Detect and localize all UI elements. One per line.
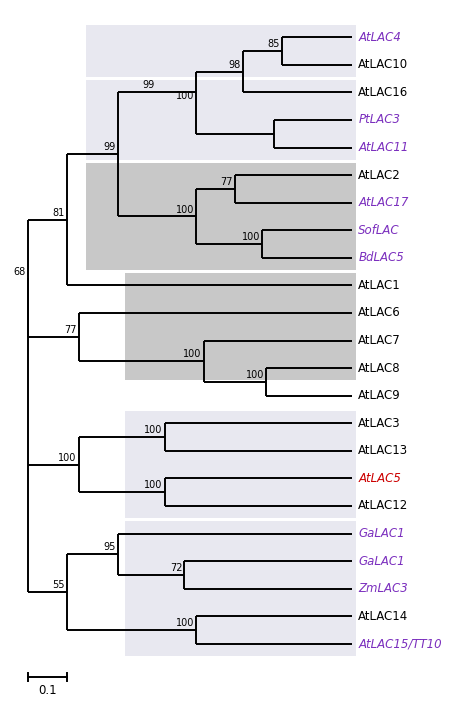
- Text: AtLAC11: AtLAC11: [358, 141, 409, 154]
- Text: 55: 55: [52, 580, 65, 590]
- Text: GaLAC1: GaLAC1: [358, 555, 405, 567]
- Text: AtLAC9: AtLAC9: [358, 389, 401, 402]
- Text: 99: 99: [143, 80, 155, 91]
- Bar: [86, 162, 356, 270]
- Text: 99: 99: [103, 143, 116, 153]
- Text: AtLAC17: AtLAC17: [358, 196, 409, 209]
- Text: 100: 100: [242, 232, 261, 242]
- Text: 0.1: 0.1: [38, 684, 56, 697]
- Text: 100: 100: [58, 453, 77, 463]
- Text: AtLAC2: AtLAC2: [358, 169, 401, 181]
- Text: 81: 81: [53, 208, 65, 218]
- Text: 100: 100: [183, 349, 202, 359]
- Text: AtLAC1: AtLAC1: [358, 279, 401, 292]
- Text: AtLAC7: AtLAC7: [358, 334, 401, 347]
- Text: 100: 100: [175, 91, 194, 101]
- Text: AtLAC3: AtLAC3: [358, 417, 401, 430]
- Text: 85: 85: [268, 39, 280, 49]
- Text: ZmLAC3: ZmLAC3: [358, 582, 408, 595]
- Text: 100: 100: [246, 370, 264, 380]
- Bar: [86, 25, 356, 77]
- Text: 68: 68: [13, 266, 26, 276]
- Text: GaLAC1: GaLAC1: [358, 527, 405, 540]
- Bar: [126, 521, 356, 656]
- Text: AtLAC10: AtLAC10: [358, 58, 409, 71]
- Text: AtLAC16: AtLAC16: [358, 86, 409, 99]
- Text: 98: 98: [228, 60, 241, 70]
- Text: SofLAC: SofLAC: [358, 224, 400, 237]
- Text: AtLAC5: AtLAC5: [358, 472, 401, 485]
- Text: 77: 77: [220, 177, 233, 187]
- Text: AtLAC6: AtLAC6: [358, 307, 401, 319]
- Text: 72: 72: [170, 563, 182, 573]
- Text: BdLAC5: BdLAC5: [358, 251, 404, 264]
- Bar: [126, 273, 356, 380]
- Bar: [86, 80, 356, 160]
- Text: 100: 100: [175, 205, 194, 214]
- Text: 100: 100: [144, 425, 163, 435]
- Text: AtLAC13: AtLAC13: [358, 444, 409, 457]
- Text: 100: 100: [144, 480, 163, 490]
- Text: PtLAC3: PtLAC3: [358, 113, 401, 127]
- Text: AtLAC4: AtLAC4: [358, 31, 401, 44]
- Text: AtLAC12: AtLAC12: [358, 499, 409, 512]
- Text: AtLAC14: AtLAC14: [358, 610, 409, 623]
- Text: 100: 100: [175, 618, 194, 628]
- Text: 95: 95: [103, 542, 116, 553]
- Text: AtLAC8: AtLAC8: [358, 361, 401, 375]
- Text: AtLAC15/TT10: AtLAC15/TT10: [358, 638, 442, 650]
- Text: 77: 77: [64, 325, 77, 335]
- Bar: [126, 411, 356, 518]
